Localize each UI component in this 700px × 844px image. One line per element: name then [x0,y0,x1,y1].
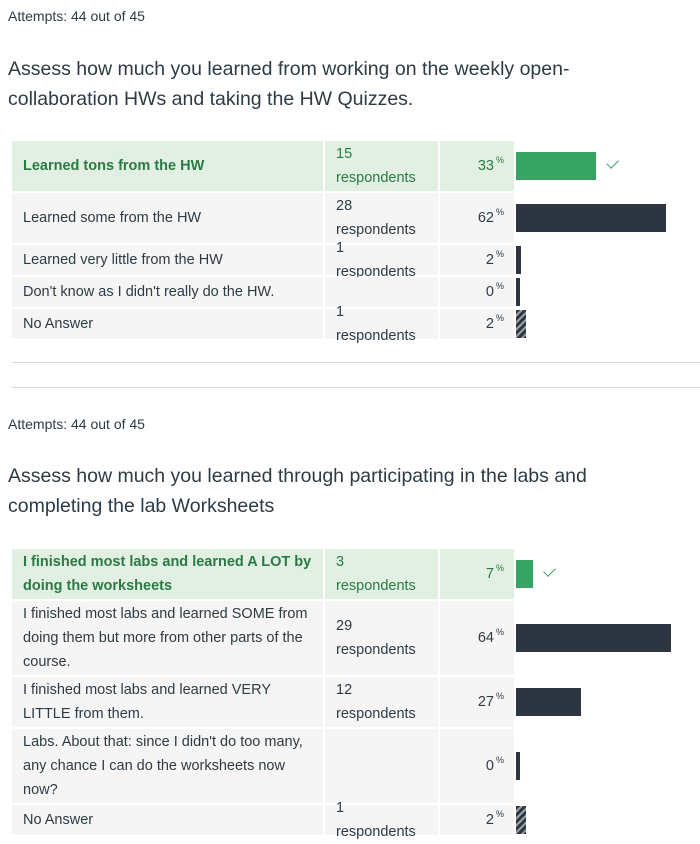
response-bar [516,278,520,306]
answer-percent: 0% [440,729,514,803]
answer-label: I finished most labs and learned A LOT b… [12,549,323,599]
percent-sign: % [495,627,504,637]
answer-row: I finished most labs and learned A LOT b… [12,549,514,599]
percent-value: 0 [485,284,494,300]
response-bar [516,688,581,716]
answer-label: I finished most labs and learned SOME fr… [12,601,323,675]
answer-label: Learned very little from the HW [12,245,323,275]
divider [12,387,700,388]
answer-row: Learned tons from the HW 15 respondents … [12,141,514,191]
answer-label: I finished most labs and learned VERY LI… [12,677,323,727]
answer-label: No Answer [12,309,323,339]
percent-value: 2 [485,812,494,828]
respondent-count[interactable]: 29 respondents [325,601,438,675]
respondent-count[interactable]: 28 respondents [325,193,438,243]
correct-check-icon [543,564,556,577]
answer-row: I finished most labs and learned VERY LI… [12,677,514,727]
answer-percent: 33% [440,141,514,191]
answer-percent: 2% [440,805,514,835]
no-answer-bar [516,310,526,338]
answer-row: Don't know as I didn't really do the HW.… [12,277,514,307]
answer-label: Don't know as I didn't really do the HW. [12,277,323,307]
answer-label: Learned some from the HW [12,193,323,243]
answer-percent: 64% [440,601,514,675]
percent-sign: % [495,755,504,765]
question-text: Assess how much you learned through part… [8,465,587,517]
percent-value: 27 [477,694,494,710]
percent-sign: % [495,249,504,259]
percent-value: 64 [477,630,494,646]
answer-percent: 2% [440,309,514,339]
respondent-count[interactable]: 1 respondents [325,304,438,344]
answer-row: I finished most labs and learned SOME fr… [12,601,514,675]
attempts-count: Attempts: 44 out of 45 [8,8,145,24]
no-answer-bar [516,806,526,834]
response-bar [516,204,666,232]
percent-value: 2 [485,252,494,268]
respondent-count[interactable]: 1 respondents [325,240,438,280]
respondent-count[interactable]: 12 respondents [325,677,438,727]
answer-label: Learned tons from the HW [12,141,323,191]
percent-value: 62 [477,210,494,226]
percent-value: 33 [477,158,494,174]
answer-percent: 2% [440,245,514,275]
percent-sign: % [495,207,504,217]
answer-percent: 62% [440,193,514,243]
divider [12,362,700,363]
percent-value: 7 [485,566,494,582]
percent-sign: % [495,313,504,323]
percent-sign: % [495,809,504,819]
answer-row: No Answer 1 respondents 2% [12,800,514,840]
percent-value: 2 [485,316,494,332]
answer-percent: 27% [440,677,514,727]
answer-percent: 7% [440,549,514,599]
question-text: Assess how much you learned from working… [8,58,570,110]
answer-label: No Answer [12,805,323,835]
response-bar [516,152,596,180]
answer-row: Learned some from the HW 28 respondents … [12,193,514,243]
respondent-count[interactable] [325,729,438,803]
percent-sign: % [495,691,504,701]
respondent-count[interactable]: 15 respondents [325,141,438,191]
answer-percent: 0% [440,277,514,307]
response-bar [516,560,533,588]
percent-sign: % [495,155,504,165]
percent-sign: % [495,563,504,573]
attempts-count: Attempts: 44 out of 45 [8,416,145,432]
answer-row: No Answer 1 respondents 2% [12,304,514,344]
response-bar [516,624,671,652]
answer-label: Labs. About that: since I didn't do too … [12,729,323,803]
response-bar [516,246,521,274]
response-bar [516,752,520,780]
percent-value: 0 [485,758,494,774]
respondent-count[interactable]: 1 respondents [325,800,438,840]
correct-check-icon [606,156,619,169]
answer-row: Labs. About that: since I didn't do too … [12,729,514,803]
percent-sign: % [495,281,504,291]
respondent-count[interactable] [325,277,438,307]
answer-row: Learned very little from the HW 1 respon… [12,240,514,280]
respondent-count[interactable]: 3 respondents [325,549,438,599]
